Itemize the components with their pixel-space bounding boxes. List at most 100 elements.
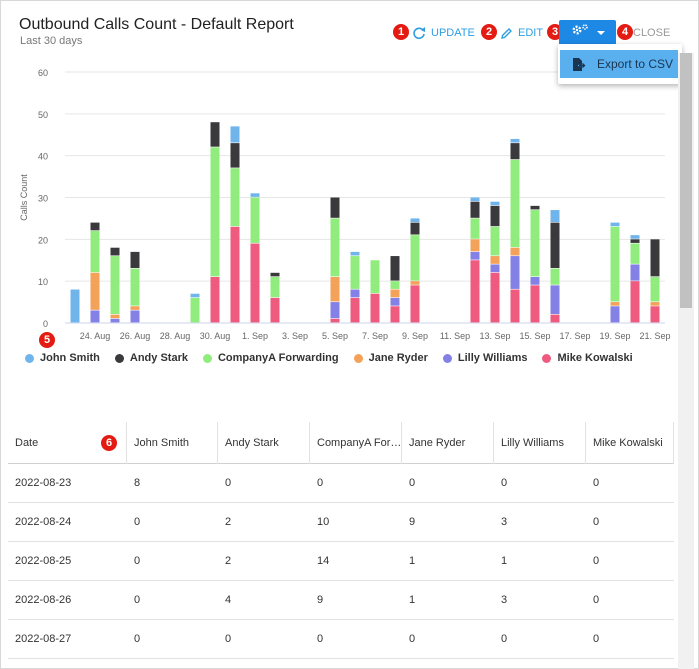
x-tick-label: 26. Aug: [120, 331, 151, 341]
table-cell: 0: [134, 633, 141, 645]
column-header-john-smith[interactable]: John Smith: [127, 421, 218, 464]
y-tick-label: 20: [38, 235, 48, 245]
bar-segment: [350, 289, 360, 298]
bar-segment: [470, 251, 480, 260]
table-cell: 0: [225, 633, 232, 645]
close-label: CLOSE: [633, 27, 671, 39]
bar-segment: [650, 302, 660, 306]
legend-dot: [442, 353, 452, 363]
bar-segment: [210, 276, 220, 323]
x-tick-label: 3. Sep: [282, 331, 308, 341]
legend-label: Mike Kowalski: [557, 352, 633, 364]
bar-segment: [650, 306, 660, 323]
table-cell: 1: [409, 555, 416, 567]
bar-segment: [110, 256, 120, 315]
bar-segment: [370, 260, 380, 294]
legend-label: CompanyA Forwarding: [217, 352, 339, 364]
legend-item-jane-ryder[interactable]: Jane Ryder: [353, 352, 428, 364]
bar-segment: [130, 310, 140, 323]
x-tick-label: 1. Sep: [242, 331, 268, 341]
bar-segment: [630, 243, 640, 264]
bar-segment: [630, 264, 640, 281]
bar-segment: [410, 222, 420, 235]
table-cell: 0: [317, 477, 324, 489]
column-header-date[interactable]: Date: [8, 421, 127, 464]
pencil-icon: [500, 27, 513, 40]
legend-item-mike-kowalski[interactable]: Mike Kowalski: [542, 352, 633, 364]
table-cell: 2: [225, 555, 232, 567]
x-tick-label: 9. Sep: [402, 331, 428, 341]
export-csv-label: Export to CSV: [597, 57, 674, 71]
bar-segment: [490, 272, 500, 323]
table-cell: 0: [501, 477, 508, 489]
table-cell: 2: [225, 516, 232, 528]
bar-segment: [490, 256, 500, 264]
bar-segment: [210, 122, 220, 147]
table-cell: 0: [501, 633, 508, 645]
update-label: UPDATE: [431, 27, 475, 39]
bar-segment: [110, 247, 120, 256]
bar-segment: [490, 264, 500, 273]
legend-item-companya-forwarding[interactable]: CompanyA Forwarding: [202, 352, 339, 364]
x-tick-label: 5. Sep: [322, 331, 348, 341]
table-cell: 0: [593, 633, 600, 645]
x-tick-label: 17. Sep: [559, 331, 590, 341]
table-cell: 0: [593, 555, 600, 567]
bar-segment: [130, 251, 140, 269]
column-header-companya-forwarding[interactable]: CompanyA For…: [310, 421, 402, 464]
annotation-badge: 5: [39, 332, 55, 348]
export-csv-menu-item[interactable]: Export to CSV: [560, 50, 678, 78]
bar-segment: [530, 276, 540, 285]
table-cell: 2022-08-25: [15, 555, 72, 567]
table-cell: 0: [409, 477, 416, 489]
column-header-jane-ryder[interactable]: Jane Ryder: [402, 421, 494, 464]
annotation-badge: 6: [101, 435, 117, 451]
legend-dot: [114, 353, 124, 363]
column-header-mike-kowalski[interactable]: Mike Kowalski: [586, 421, 674, 464]
column-header-andy-stark[interactable]: Andy Stark: [218, 421, 310, 464]
bar-segment: [610, 222, 620, 227]
bar-segment: [610, 302, 620, 306]
table-cell: 4: [225, 594, 232, 606]
data-table: Date John Smith Andy Stark CompanyA For……: [8, 421, 674, 659]
table-header: Date John Smith Andy Stark CompanyA For……: [8, 421, 674, 464]
settings-dropdown-button[interactable]: [559, 20, 616, 45]
bar-segment: [230, 143, 240, 168]
table-cell: 0: [134, 555, 141, 567]
edit-button[interactable]: EDIT: [500, 23, 543, 43]
legend-dot: [25, 353, 34, 363]
x-tick-label: 28. Aug: [160, 331, 191, 341]
annotation-badge: 2: [481, 24, 497, 40]
update-button[interactable]: UPDATE: [412, 23, 475, 43]
table-cell: 0: [593, 477, 600, 489]
table-cell: 0: [409, 633, 416, 645]
close-button[interactable]: CLOSE: [633, 23, 670, 43]
bar-segment: [530, 210, 540, 277]
table-cell: 1: [501, 555, 508, 567]
bar-segment: [130, 306, 140, 310]
bar-segment: [470, 260, 480, 323]
bar-segment: [250, 193, 260, 197]
bar-segment: [510, 256, 520, 289]
bar-segment: [630, 281, 640, 323]
bar-segment: [650, 239, 660, 277]
bar-segment: [250, 243, 260, 323]
legend-item-lilly-williams[interactable]: Lilly Williams: [442, 352, 527, 364]
bar-segment: [630, 235, 640, 239]
y-tick-label: 50: [38, 110, 48, 120]
bar-segment: [330, 276, 340, 302]
column-header-lilly-williams[interactable]: Lilly Williams: [494, 421, 586, 464]
vertical-scrollbar[interactable]: [678, 53, 694, 669]
table-row: 2022-08-23 8 0 0 0 0 0: [8, 464, 674, 503]
bar-segment: [230, 226, 240, 323]
legend-item-john-smith[interactable]: John Smith: [25, 352, 100, 364]
chart-legend: John Smith Andy Stark CompanyA Forwardin…: [25, 352, 648, 364]
table-cell: 10: [317, 516, 330, 528]
legend-item-andy-stark[interactable]: Andy Stark: [114, 352, 188, 364]
scrollbar-thumb[interactable]: [680, 53, 692, 308]
table-cell: 2022-08-26: [15, 594, 72, 606]
table-cell: 2022-08-23: [15, 477, 72, 489]
bar-segment: [270, 272, 280, 277]
annotation-badge: 4: [617, 24, 633, 40]
bar-segment: [390, 256, 400, 281]
